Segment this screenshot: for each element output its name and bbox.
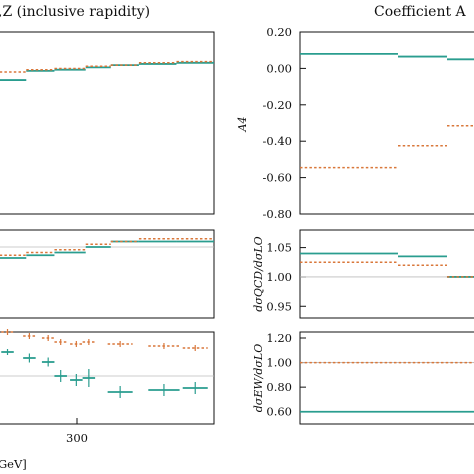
right-main-ytick-label-3: -0.40 <box>263 134 293 148</box>
right-main-ytick-label-0: 0.20 <box>266 25 292 39</box>
right-ew-frame <box>299 331 474 425</box>
right-main-ytick-label-5: -0.80 <box>263 207 293 221</box>
right-qcd-ytick-label-2: 0.95 <box>266 299 292 313</box>
left-ew-frame <box>0 331 215 425</box>
left-main-frame <box>0 31 215 215</box>
right-main-ytick-label-4: -0.60 <box>263 171 293 185</box>
left-panel-title: ,Z (inclusive rapidity) <box>0 4 150 20</box>
right-ew-ylabel: dσEW/dσLO <box>252 344 265 412</box>
right-ew-ytick-label-3: 0.60 <box>266 405 292 419</box>
left-qcd-frame <box>0 229 215 319</box>
right-qcd-ytick-label-1: 1.00 <box>266 270 292 284</box>
right-panel-title: Coefficient A <box>374 4 467 20</box>
right-main-ytick-label-1: 0.00 <box>266 61 292 75</box>
right-qcd-ylabel: dσQCD/dσLO <box>252 236 265 311</box>
right-ew-ytick-label-1: 1.00 <box>266 356 292 370</box>
left-x-axis-label: GeV] <box>0 457 27 471</box>
right-qcd-ytick-label-0: 1.05 <box>266 241 292 255</box>
right-ew-ytick-label-2: 0.80 <box>266 380 292 394</box>
right-main-frame <box>299 31 474 215</box>
right-qcd-frame <box>299 229 474 319</box>
left-x-tick-label: 300 <box>66 431 88 445</box>
right-main-ytick-label-2: -0.20 <box>263 98 293 112</box>
right-ew-ytick-label-0: 1.20 <box>266 331 292 345</box>
right-main-ylabel: A4 <box>236 117 249 133</box>
